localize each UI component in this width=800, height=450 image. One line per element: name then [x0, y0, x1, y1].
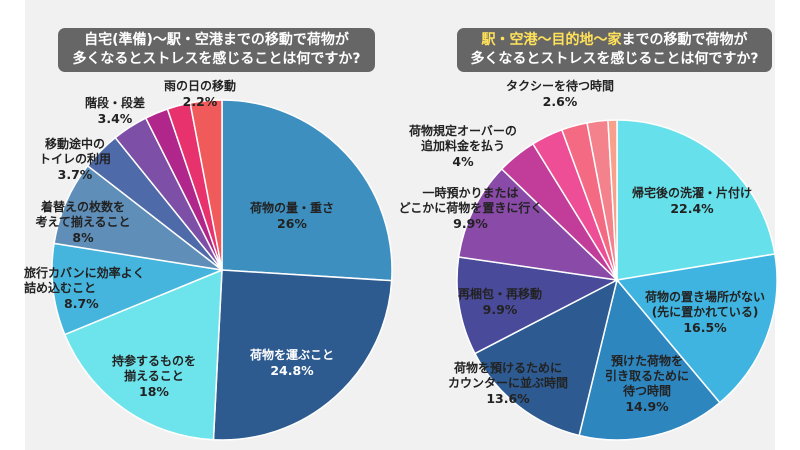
right-label-storage: 一時預かりまたは どこかに荷物を置きに行く 9.9%	[398, 186, 543, 231]
left-label-pack: 旅行カバンに効率よく 詰め込むこと 8.7%	[24, 266, 145, 311]
right-pie-slice-0	[616, 119, 776, 281]
right-label-repack: 再梱包・再移動 9.9%	[457, 287, 542, 317]
right-label-overweight: 荷物規定オーバーの 追加料金を払う 4%	[409, 124, 517, 169]
left-pie-slice-0	[221, 99, 393, 282]
right-title-line1: までの移動で荷物が	[621, 32, 748, 48]
right-pie-slice-4	[456, 256, 620, 355]
left-label-weight: 荷物の量・重さ 26%	[249, 201, 334, 231]
left-pie-slice-2	[63, 268, 223, 441]
right-label-counter: 荷物を預けるために カウンターに並ぶ時間 13.6%	[447, 361, 568, 406]
right-label-taxi: タクシーを待つ時間 2.6%	[505, 79, 614, 109]
left-title-line1: 自宅(準備)〜駅・空港までの移動で荷物が	[84, 32, 349, 48]
left-chart-title: 自宅(準備)〜駅・空港までの移動で荷物が 多くなるとストレスを感じることは何です…	[58, 28, 375, 72]
right-margin	[775, 0, 800, 450]
right-label-laundry: 帰宅後の洗濯・片付け 22.4%	[631, 186, 752, 216]
left-label-toilet: 移動途中の トイレの利用 3.7%	[38, 137, 111, 182]
left-pie-slice-3	[51, 242, 225, 336]
right-title-highlight: 駅・空港〜目的地〜家	[481, 32, 622, 48]
left-label-rain: 雨の日の移動 2.2%	[163, 79, 236, 109]
left-label-clothes: 着替えの枚数を 考えて揃えること 8%	[35, 200, 131, 245]
right-chart-title: 駅・空港〜目的地〜家までの移動で荷物が 多くなるとストレスを感じることは何ですか…	[457, 28, 772, 72]
left-pie-slice-1	[212, 269, 393, 441]
right-pie-slice-10	[607, 119, 618, 281]
right-title-line2: 多くなるとストレスを感じることは何ですか?	[470, 51, 759, 67]
right-pie-slice-3	[473, 278, 619, 437]
left-label-prepare: 持参するものを 揃えること 18%	[111, 354, 196, 399]
right-label-pickup: 預けた荷物を 引き取るために 待つ時間 14.9%	[604, 354, 689, 414]
left-pie-slice-9	[189, 99, 223, 271]
left-label-stairs: 階段・段差 3.4%	[84, 96, 145, 126]
left-margin	[0, 0, 25, 450]
left-label-carry: 荷物を運ぶこと 24.8%	[249, 348, 334, 378]
right-label-space: 荷物の置き場所がない (先に置かれている) 16.5%	[644, 290, 765, 335]
right-pie-slice-1	[615, 253, 778, 404]
right-pie-slice-5	[457, 167, 620, 282]
right-pie-slice-2	[578, 278, 721, 441]
left-title-line2: 多くなるとストレスを感じることは何ですか?	[72, 51, 361, 67]
